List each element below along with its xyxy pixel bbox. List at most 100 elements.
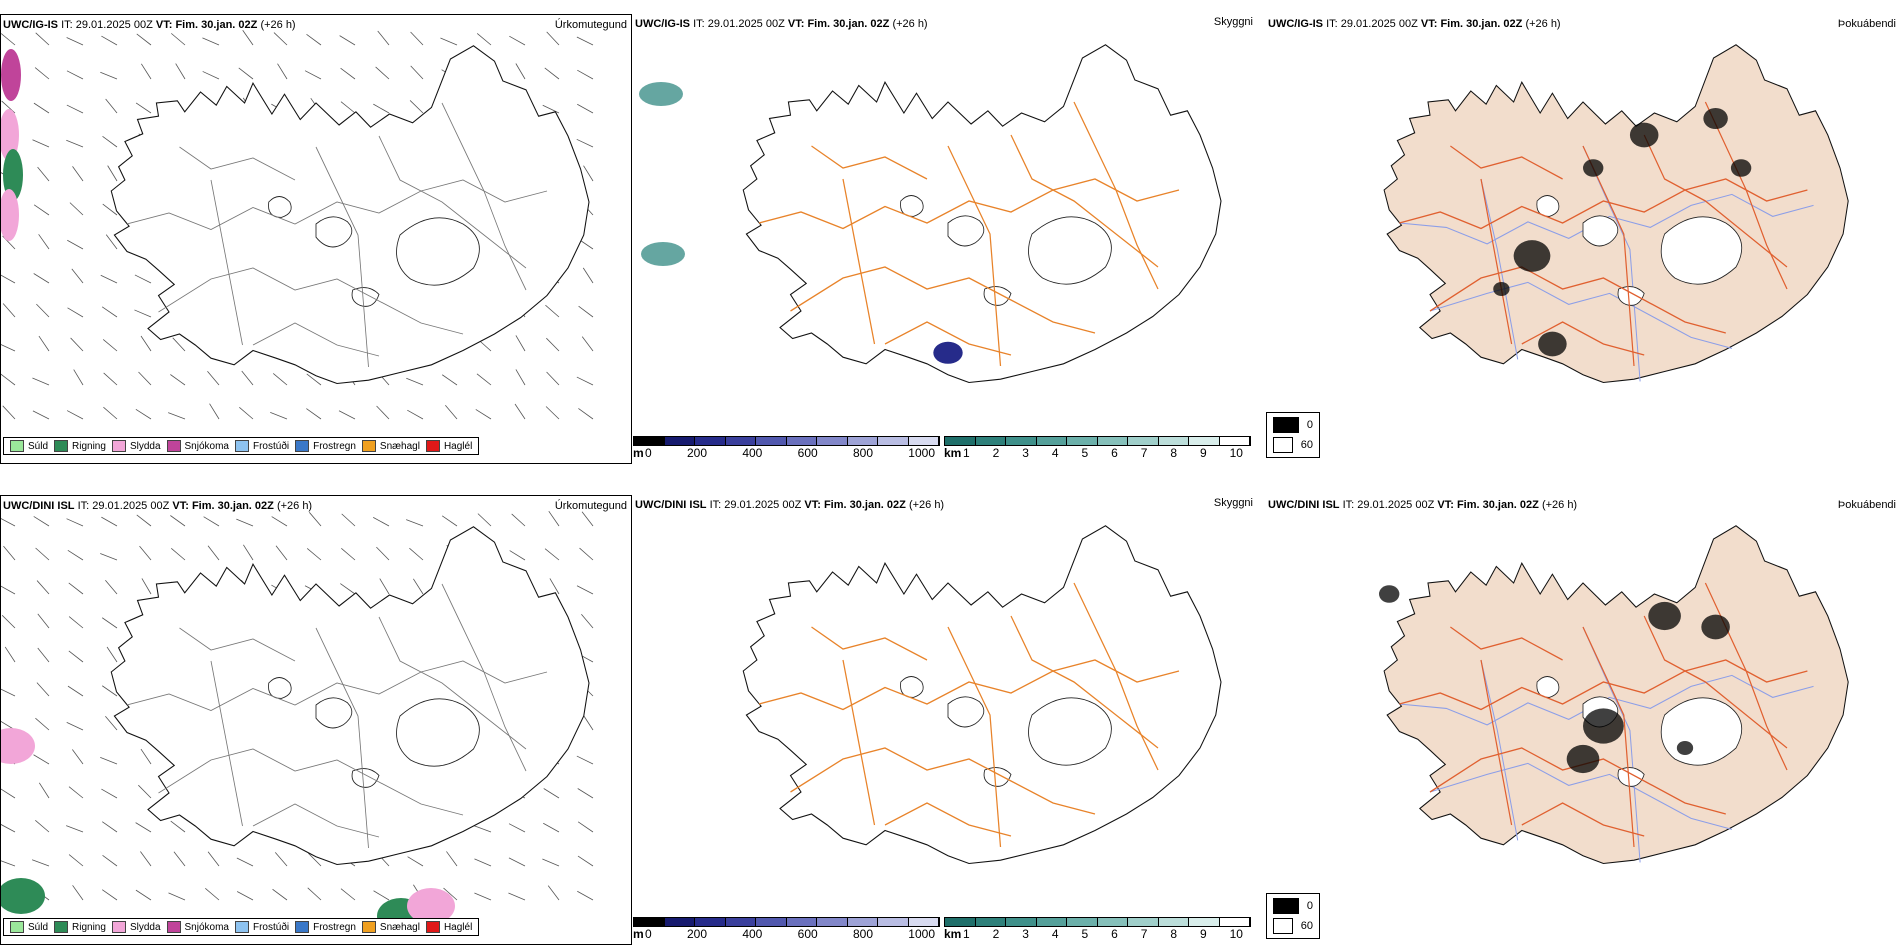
wind-barb <box>202 71 220 80</box>
road-line <box>1643 615 1788 749</box>
height-colorbar <box>633 917 940 927</box>
glacier-outline <box>900 195 924 217</box>
colorbar-segment <box>908 437 939 445</box>
wind-barb <box>170 820 186 833</box>
panel-title: UWC/IG-IS IT: 29.01.2025 00Z VT: Fim. 30… <box>635 18 928 30</box>
field-label: Skyggni <box>1213 497 1253 509</box>
wind-barb <box>274 852 288 867</box>
legend-item-frostregn: Frostregn <box>295 921 356 933</box>
panel-title: UWC/IG-IS IT: 29.01.2025 00Z VT: Fim. 30… <box>3 19 296 31</box>
wind-barb <box>66 721 84 731</box>
wind-barb <box>33 516 50 527</box>
wind-barb <box>66 70 84 80</box>
colorbar-segment <box>945 918 976 926</box>
river-line <box>1429 762 1733 830</box>
road-line <box>842 178 876 345</box>
iceland-coastline <box>1383 525 1849 865</box>
road-line <box>1582 626 1635 848</box>
wind-barb <box>545 304 560 318</box>
wind-barb <box>407 409 424 420</box>
legend-swatch <box>234 921 249 933</box>
legend-item-snaehagl: Snæhagl <box>361 440 420 452</box>
road-line <box>790 266 1096 334</box>
wind-barb <box>32 139 50 148</box>
legend-swatch <box>425 440 440 452</box>
wind-barb <box>36 682 50 697</box>
wind-barb <box>207 545 220 561</box>
iceland-fog-map <box>1383 44 1849 384</box>
road-line <box>1429 266 1726 334</box>
legend-swatch <box>166 921 181 933</box>
colorbar-segment <box>1189 437 1220 445</box>
wind-barb <box>373 890 390 901</box>
fog-legend-item: 0 <box>1273 417 1313 433</box>
wind-barb <box>236 857 254 867</box>
legend-item-rigning: Rigning <box>54 921 106 933</box>
wind-barb <box>236 518 254 527</box>
road-line <box>1450 145 1563 180</box>
glacier-outline <box>396 698 480 767</box>
precip-area <box>1 878 45 914</box>
wind-barb <box>168 412 186 420</box>
wind-barb <box>35 717 50 731</box>
fog-panel-row1: UWC/IG-IS IT: 29.01.2025 00Z VT: Fim. 30… <box>1266 14 1900 464</box>
wind-barb <box>66 37 84 46</box>
colorbar-segment <box>1189 918 1220 926</box>
legend-item-haglel: Haglél <box>425 921 472 933</box>
wind-barb <box>2 303 16 318</box>
colorbar-segment <box>975 437 1006 445</box>
wind-barb <box>546 31 560 46</box>
fog-area <box>1566 744 1600 774</box>
glacier-outline <box>947 215 985 247</box>
low-visibility-area <box>639 82 683 106</box>
wind-barb <box>37 613 50 629</box>
glacier-outline <box>396 217 480 286</box>
wind-barb <box>547 885 560 901</box>
river-line <box>1480 178 1519 360</box>
precip-panel-row1: UWC/IG-IS IT: 29.01.2025 00Z VT: Fim. 30… <box>0 14 632 464</box>
road-line <box>315 627 369 849</box>
wind-barb <box>548 510 560 527</box>
road-line <box>210 660 243 827</box>
wind-barb <box>107 165 118 182</box>
fog-area <box>1513 240 1551 272</box>
precip-area <box>407 888 455 924</box>
legend-swatch <box>54 440 69 452</box>
wind-barb <box>3 545 16 561</box>
iceland-visibility-map <box>639 44 1222 384</box>
wind-barb <box>508 823 526 833</box>
wind-barb <box>544 67 560 80</box>
road-line <box>1704 582 1788 771</box>
wind-barb <box>72 885 84 901</box>
wind-barb <box>101 821 118 833</box>
road-line <box>811 145 928 180</box>
wind-barb <box>140 748 152 765</box>
wind-barb <box>2 405 16 420</box>
wind-barb <box>101 617 118 629</box>
legend-swatch <box>361 440 376 452</box>
wind-barb <box>205 888 220 901</box>
wind-barb <box>34 67 50 80</box>
road-line <box>1521 802 1645 837</box>
wind-barb <box>100 274 118 284</box>
wind-barb <box>171 33 186 46</box>
wind-barb <box>1 615 16 629</box>
wind-barb <box>277 63 288 80</box>
fog-legend: 0 60 <box>1266 893 1320 939</box>
road-line <box>947 145 1002 367</box>
wind-barb <box>376 405 390 420</box>
visibility-colorbar <box>944 436 1251 446</box>
wind-barb <box>1 788 16 799</box>
wind-barb <box>340 67 356 80</box>
legend-item-frostudi: Frostúði <box>234 440 289 452</box>
fog-legend-item: 60 <box>1273 437 1313 453</box>
wind-barb <box>341 548 356 561</box>
wind-barb <box>376 546 390 561</box>
wind-barb <box>138 784 152 799</box>
colorbar-segment <box>1158 918 1189 926</box>
wind-barb <box>33 273 50 284</box>
colorbar-segment <box>1067 437 1098 445</box>
wind-barb <box>545 406 560 420</box>
wind-barb <box>308 852 322 867</box>
wind-barb <box>515 369 526 386</box>
